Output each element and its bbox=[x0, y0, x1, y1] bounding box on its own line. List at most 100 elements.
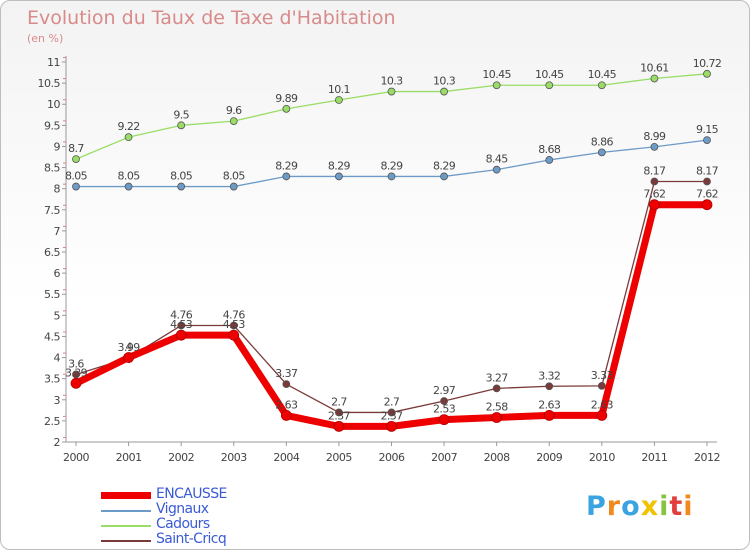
data-point bbox=[545, 156, 554, 164]
data-point bbox=[123, 352, 134, 363]
data-label: 9.22 bbox=[118, 120, 140, 133]
data-label: 2.53 bbox=[433, 403, 456, 416]
y-tick-label: 7.5 bbox=[44, 204, 60, 217]
legend-label-saint-cricq: Saint-Cricq bbox=[156, 531, 227, 547]
y-tick-label: 9 bbox=[54, 140, 61, 153]
data-label: 2.63 bbox=[591, 398, 614, 411]
data-point bbox=[229, 321, 238, 330]
y-tick-label: 3 bbox=[54, 394, 61, 407]
legend-swatch-encausse bbox=[101, 492, 151, 499]
data-point bbox=[492, 165, 501, 174]
x-tick-label: 2010 bbox=[589, 451, 615, 464]
data-label: 8.05 bbox=[65, 170, 88, 183]
data-label: 8.05 bbox=[170, 170, 193, 183]
data-label: 2.63 bbox=[275, 398, 298, 411]
data-label: 2.7 bbox=[384, 395, 400, 408]
data-label: 9.89 bbox=[275, 92, 298, 105]
legend-swatch-vignaux bbox=[101, 510, 151, 512]
data-point bbox=[177, 121, 186, 130]
y-tick-label: 10.5 bbox=[38, 77, 61, 90]
data-point bbox=[386, 420, 397, 432]
proxiti-logo: Proxiti bbox=[586, 491, 694, 522]
data-point bbox=[597, 148, 606, 157]
data-point bbox=[440, 87, 448, 96]
data-point bbox=[596, 409, 608, 421]
data-label: 8.17 bbox=[643, 164, 666, 177]
data-point bbox=[280, 409, 292, 421]
y-tick-label: 2 bbox=[54, 436, 61, 449]
legend-item-encausse: ENCAUSSE bbox=[101, 486, 401, 503]
data-label: 3.33 bbox=[591, 369, 614, 382]
data-label: 3.39 bbox=[65, 366, 88, 379]
y-tick-label: 9.5 bbox=[44, 119, 60, 132]
data-point bbox=[229, 182, 238, 191]
data-label: 8.68 bbox=[538, 143, 561, 156]
data-point bbox=[387, 172, 396, 181]
x-tick-label: 2000 bbox=[63, 451, 89, 464]
data-point bbox=[492, 81, 501, 90]
legend-item-vignaux: Vignaux bbox=[101, 501, 401, 518]
data-label: 4.76 bbox=[223, 308, 246, 321]
data-label: 2.97 bbox=[433, 384, 456, 397]
data-label: 3.32 bbox=[538, 369, 560, 382]
data-label: 8.29 bbox=[275, 159, 298, 172]
data-label: 9.5 bbox=[173, 108, 189, 121]
data-point bbox=[650, 74, 659, 83]
x-tick-label: 2012 bbox=[694, 451, 720, 464]
x-tick-label: 2009 bbox=[536, 451, 562, 464]
legend-item-saint-cricq: Saint-Cricq bbox=[101, 531, 401, 548]
legend-item-cadours: Cadours bbox=[101, 516, 401, 533]
data-point bbox=[438, 414, 450, 426]
data-label: 3.27 bbox=[486, 371, 509, 384]
data-label: 8.99 bbox=[643, 130, 666, 143]
data-label: 8.7 bbox=[68, 142, 84, 155]
data-point bbox=[701, 199, 713, 211]
y-tick-label: 11 bbox=[47, 56, 60, 69]
data-label: 8.29 bbox=[328, 159, 351, 172]
data-label: 10.1 bbox=[328, 83, 350, 96]
data-point bbox=[335, 172, 343, 181]
data-label: 2.63 bbox=[538, 398, 561, 411]
data-label: 9.15 bbox=[696, 123, 719, 136]
data-label: 8.29 bbox=[380, 159, 403, 172]
data-label: 4.53 bbox=[170, 318, 193, 331]
data-label: 8.17 bbox=[696, 164, 719, 177]
data-point bbox=[703, 69, 711, 78]
data-label: 10.61 bbox=[640, 61, 669, 74]
data-label: 2.37 bbox=[328, 409, 351, 422]
x-tick-label: 2008 bbox=[484, 451, 510, 464]
data-point bbox=[229, 117, 238, 126]
data-point bbox=[597, 81, 606, 90]
x-tick-label: 2011 bbox=[641, 451, 667, 464]
data-label: 3.99 bbox=[118, 341, 141, 354]
data-label: 10.3 bbox=[380, 75, 403, 88]
data-point bbox=[440, 397, 448, 405]
data-label: 10.45 bbox=[535, 68, 564, 81]
y-tick-label: 6.5 bbox=[44, 246, 60, 259]
legend-label-encausse: ENCAUSSE bbox=[156, 486, 227, 502]
x-tick-label: 2001 bbox=[116, 451, 142, 464]
data-label: 7.62 bbox=[696, 188, 718, 201]
data-point bbox=[703, 136, 711, 145]
y-tick-label: 8 bbox=[54, 183, 61, 196]
data-point bbox=[335, 96, 343, 104]
data-point bbox=[282, 380, 291, 389]
y-tick-label: 7 bbox=[54, 225, 61, 238]
data-label: 4.76 bbox=[170, 308, 193, 321]
y-tick-label: 5 bbox=[54, 309, 61, 322]
y-tick-label: 6 bbox=[54, 267, 61, 280]
data-label: 10.45 bbox=[482, 68, 511, 81]
chart-title: Evolution du Taux de Taxe d'Habitation bbox=[27, 7, 396, 29]
x-tick-label: 2003 bbox=[221, 451, 247, 464]
data-point bbox=[543, 409, 555, 421]
y-tick-label: 8.5 bbox=[44, 162, 60, 175]
data-label: 9.6 bbox=[226, 104, 242, 117]
data-point bbox=[649, 199, 660, 211]
y-axis-unit: (en %) bbox=[27, 32, 64, 45]
data-label: 2.37 bbox=[380, 409, 403, 422]
x-tick-label: 2006 bbox=[379, 451, 405, 464]
y-tick-label: 4.5 bbox=[44, 330, 60, 343]
legend-swatch-saint-cricq bbox=[101, 540, 151, 542]
